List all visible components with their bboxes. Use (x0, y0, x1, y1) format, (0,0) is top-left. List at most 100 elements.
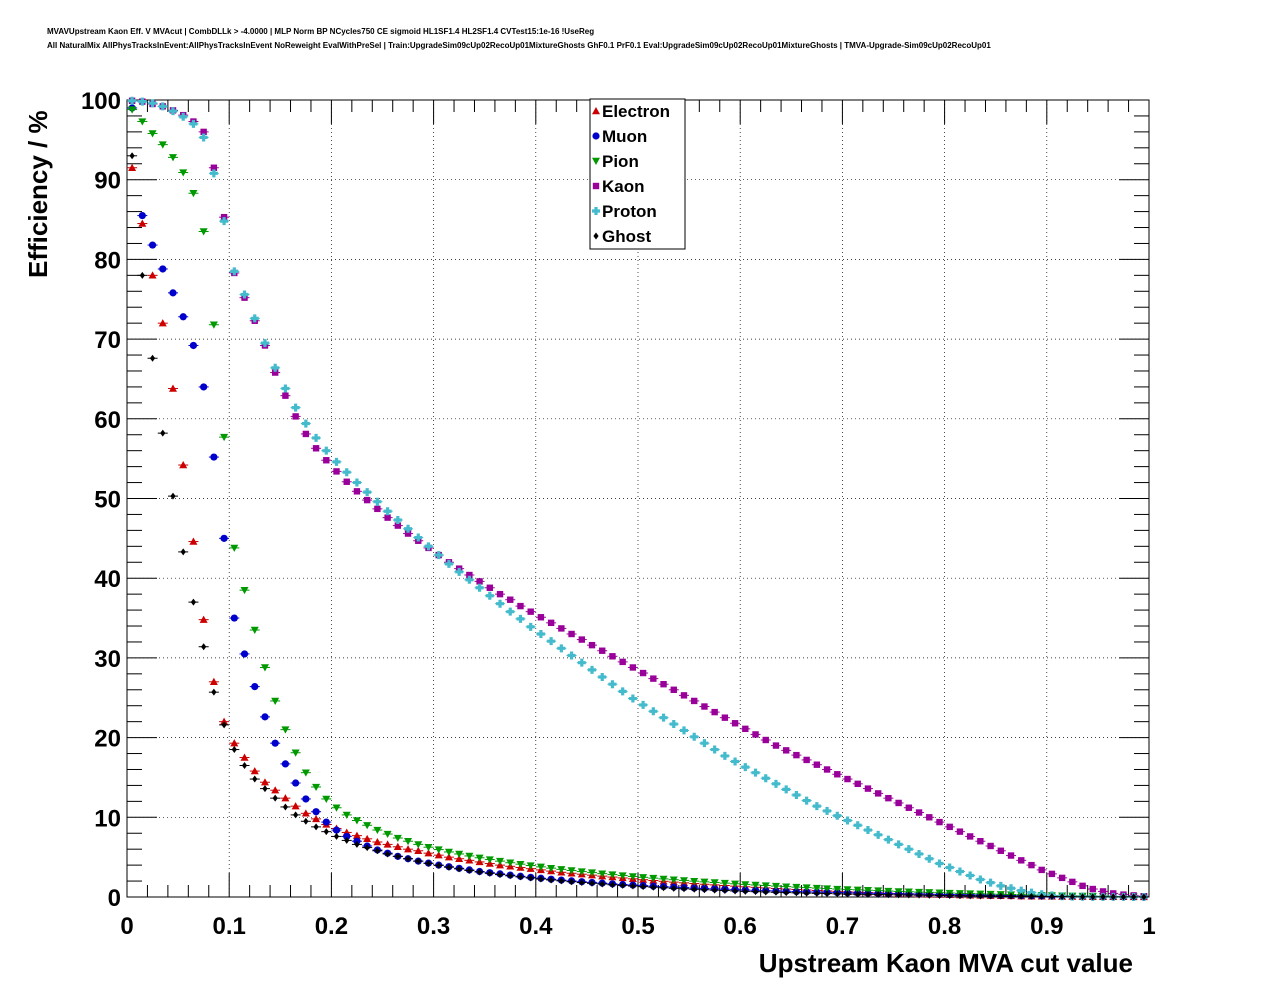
legend-label: Muon (602, 127, 647, 146)
data-point (742, 887, 748, 895)
data-point (476, 578, 483, 585)
data-point (465, 575, 474, 584)
data-point (332, 826, 341, 834)
data-point (761, 774, 770, 783)
data-point (363, 488, 372, 497)
data-point (322, 818, 330, 826)
data-point (588, 641, 596, 649)
x-tick-label: 0.7 (826, 913, 859, 940)
data-point (987, 892, 994, 900)
legend-entry-kaon: Kaon (592, 177, 645, 196)
data-point (547, 619, 555, 627)
data-point (333, 468, 340, 475)
data-point (598, 673, 607, 682)
data-point (1018, 892, 1024, 900)
legend-entry-ghost: Ghost (593, 227, 651, 246)
data-point (865, 890, 871, 898)
data-point (783, 889, 789, 897)
data-point (210, 164, 218, 171)
data-point (926, 891, 932, 899)
data-point (343, 832, 351, 841)
data-point (1090, 893, 1096, 901)
data-point (1018, 857, 1025, 864)
data-point (966, 871, 975, 880)
data-point (404, 838, 413, 846)
data-point (659, 875, 668, 883)
data-point (374, 505, 381, 513)
data-point (271, 739, 279, 747)
data-point (608, 680, 617, 689)
y-tick-label: 30 (94, 646, 121, 673)
data-point (935, 859, 944, 868)
data-point (722, 887, 728, 895)
data-point (1141, 893, 1147, 901)
data-point (618, 687, 627, 696)
data-point (260, 339, 269, 348)
data-point (925, 854, 934, 863)
data-point (261, 713, 269, 721)
data-point (373, 826, 382, 835)
data-point (404, 524, 413, 533)
data-point (824, 890, 830, 898)
data-point (301, 419, 310, 428)
data-point (446, 863, 452, 871)
data-point (292, 779, 300, 787)
data-point (803, 756, 810, 764)
data-point (128, 96, 137, 105)
data-point (221, 721, 227, 729)
data-point (548, 876, 554, 884)
data-point (179, 112, 188, 121)
data-point (148, 241, 157, 249)
y-tick-label: 0 (108, 885, 121, 912)
data-point (628, 873, 637, 881)
data-point (456, 865, 462, 873)
data-point (701, 886, 708, 894)
data-point (220, 433, 229, 442)
data-point (322, 446, 331, 455)
data-point (853, 821, 862, 830)
data-point (149, 354, 156, 362)
data-point (364, 844, 370, 852)
data-point (843, 816, 852, 825)
data-point (690, 877, 699, 886)
data-point (240, 753, 249, 761)
data-point (240, 586, 249, 595)
data-point (168, 154, 177, 162)
legend-label: Pion (602, 152, 639, 171)
data-point (342, 468, 351, 477)
data-point (947, 892, 953, 900)
data-point (629, 664, 637, 671)
data-point (854, 780, 861, 788)
data-point (313, 823, 319, 831)
x-tick-label: 0.2 (315, 913, 348, 940)
data-point (1059, 893, 1065, 901)
data-point (486, 584, 494, 591)
data-point (200, 383, 208, 391)
data-point (342, 811, 351, 819)
data-point (609, 653, 616, 660)
data-point (332, 804, 341, 812)
data-point (1049, 893, 1055, 901)
data-point (844, 890, 851, 898)
data-point (773, 888, 779, 896)
data-point (936, 818, 943, 826)
series-ghost (127, 152, 1149, 901)
data-point (864, 785, 872, 792)
data-point (385, 850, 391, 858)
data-point (1008, 892, 1014, 900)
data-point (660, 681, 667, 688)
data-point (517, 873, 524, 881)
data-point (823, 766, 831, 773)
data-point (639, 700, 648, 709)
data-point (281, 726, 290, 734)
data-point (138, 97, 147, 106)
data-point (1079, 893, 1086, 901)
data-point (793, 751, 800, 759)
data-point (465, 852, 474, 860)
data-point (772, 742, 780, 749)
data-point (497, 871, 503, 879)
data-point (240, 290, 249, 299)
data-point (138, 211, 146, 220)
data-point (589, 879, 595, 887)
data-point (271, 697, 280, 705)
